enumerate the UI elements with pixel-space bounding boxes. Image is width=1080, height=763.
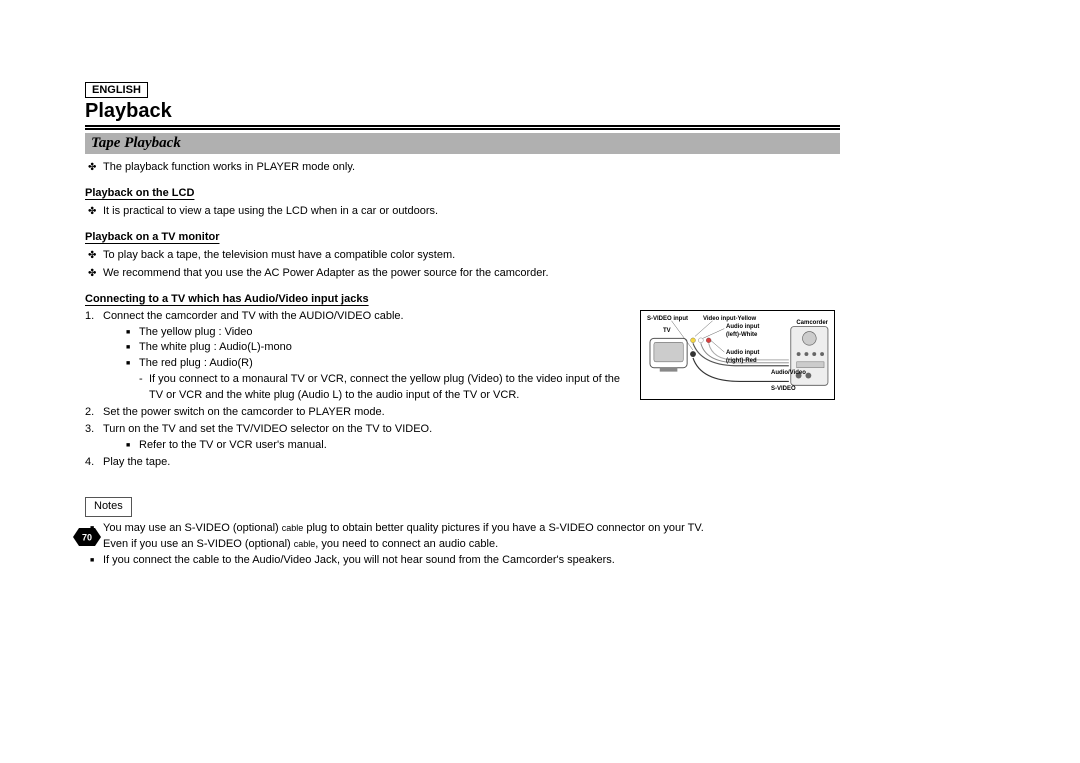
note1-c: plug to obtain better quality pictures i… — [303, 522, 704, 534]
plug-red: The red plug : Audio(R) — [121, 356, 630, 372]
page-number-badge: 70 — [73, 528, 101, 546]
plug-white: The white plug : Audio(L)-mono — [121, 340, 630, 356]
content-area: The playback function works in PLAYER mo… — [85, 160, 840, 569]
tv-line2: We recommend that you use the AC Power A… — [85, 266, 840, 282]
intro-line: The playback function works in PLAYER mo… — [85, 160, 840, 176]
language-label: ENGLISH — [85, 82, 148, 98]
note-1: You may use an S-VIDEO (optional) cable … — [85, 521, 840, 537]
note1-cable: cable — [282, 523, 304, 533]
dia-svideo: S-VIDEO — [771, 385, 796, 394]
title-rule — [85, 125, 840, 130]
step-3: 3.Turn on the TV and set the TV/VIDEO se… — [85, 422, 630, 454]
step3-text: Turn on the TV and set the TV/VIDEO sele… — [103, 423, 432, 435]
notes-label: Notes — [85, 497, 132, 517]
lcd-line: It is practical to view a tape using the… — [85, 204, 840, 220]
tv-line1: To play back a tape, the television must… — [85, 248, 840, 264]
note-3: If you connect the cable to the Audio/Vi… — [85, 553, 840, 569]
step-2: 2.Set the power switch on the camcorder … — [85, 405, 630, 421]
dia-av: Audio/Video — [771, 369, 806, 378]
note2-c: , you need to connect an audio cable. — [315, 538, 498, 550]
plug-yellow: The yellow plug : Video — [121, 325, 630, 341]
steps-list: 1.Connect the camcorder and TV with the … — [85, 309, 630, 471]
page-number-text: 70 — [82, 533, 92, 543]
connection-diagram: S-VIDEO input Video input-Yellow Audio i… — [640, 310, 835, 400]
subheading-lcd: Playback on the LCD — [85, 186, 840, 202]
subheading-tv: Playback on a TV monitor — [85, 230, 840, 246]
subheading-connect: Connecting to a TV which has Audio/Video… — [85, 292, 840, 308]
notes-list: You may use an S-VIDEO (optional) cable … — [85, 521, 840, 569]
step-1: 1.Connect the camcorder and TV with the … — [85, 309, 630, 405]
note2-cable: cable — [294, 539, 316, 549]
step4-text: Play the tape. — [103, 456, 170, 468]
section-header: Tape Playback — [85, 133, 840, 154]
dia-camcorder: Camcorder — [796, 319, 828, 328]
step-4: 4.Play the tape. — [85, 455, 630, 471]
page-title: Playback — [85, 100, 840, 123]
step1-text: Connect the camcorder and TV with the AU… — [103, 310, 404, 322]
dia-audio-r: Audio input(right)-Red — [726, 349, 759, 366]
note1-a: You may use an S-VIDEO (optional) — [103, 522, 282, 534]
dia-audio-l: Audio input(left)-White — [726, 323, 759, 340]
manual-ref: Refer to the TV or VCR user's manual. — [121, 438, 630, 454]
note-2: Even if you use an S-VIDEO (optional) ca… — [85, 537, 840, 553]
mono-note: If you connect to a monaural TV or VCR, … — [139, 372, 630, 404]
dia-svideo-in: S-VIDEO input — [647, 315, 688, 324]
dia-tv: TV — [663, 327, 671, 336]
manual-page: ENGLISH Playback Tape Playback The playb… — [85, 80, 840, 569]
step2-text: Set the power switch on the camcorder to… — [103, 406, 385, 418]
note2-a: Even if you use an S-VIDEO (optional) — [103, 538, 294, 550]
